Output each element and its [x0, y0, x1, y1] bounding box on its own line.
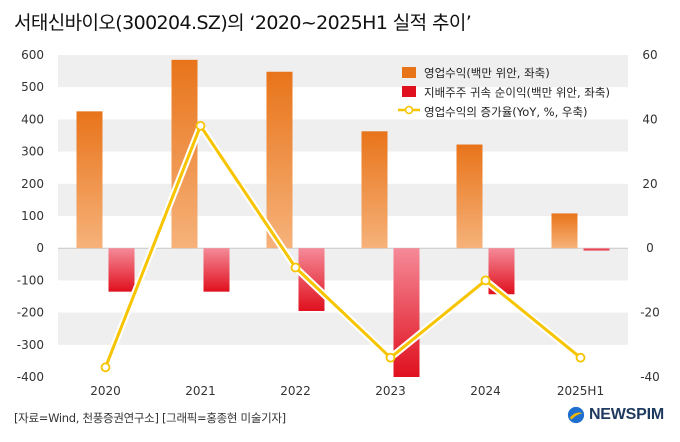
right-axis-ticks: 60 40 20 0 -20 -40: [640, 48, 660, 384]
net-profit-bar: [393, 248, 420, 377]
growth-line-layer: [100, 120, 586, 373]
net-profit-bar: [583, 248, 610, 251]
legend-swatch-profit: [402, 86, 416, 97]
left-tick-label: -300: [17, 338, 44, 352]
right-tick-label: -40: [640, 370, 660, 384]
x-tick-label: 2024: [470, 384, 501, 398]
left-tick-label: 0: [36, 241, 44, 255]
revenue-bar: [551, 213, 578, 249]
left-tick-label: 200: [21, 177, 44, 191]
x-tick-label: 2025H1: [557, 384, 604, 398]
left-axis-ticks: 600 500 400 300 200 100 0 -100 -200 -300 -400: [17, 48, 44, 384]
growth-point: [100, 362, 111, 373]
right-tick-label: 0: [646, 241, 654, 255]
legend-swatch-revenue: [402, 67, 416, 78]
legend-label: 영업수익(백만 위안, 좌축): [424, 66, 550, 80]
growth-line: [104, 124, 582, 368]
x-tick-label: 2023: [375, 384, 406, 398]
revenue-bar: [76, 111, 103, 249]
left-tick-label: 300: [21, 145, 44, 159]
growth-point: [575, 352, 586, 363]
growth-point: [385, 352, 396, 363]
logo-text: NEWSPIM: [588, 406, 664, 423]
legend-swatch-growth-point: [404, 105, 414, 115]
revenue-bar: [266, 71, 293, 249]
chart-title: 서태신바이오(300204.SZ)의 ‘2020~2025H1 실적 추이’: [14, 12, 472, 34]
x-tick-label: 2020: [90, 384, 121, 398]
x-tick-label: 2022: [280, 384, 311, 398]
right-tick-label: 20: [642, 177, 657, 191]
revenue-bar: [171, 59, 198, 249]
left-tick-label: 600: [21, 48, 44, 62]
left-tick-label: 100: [21, 209, 44, 223]
growth-point: [290, 262, 301, 273]
revenue-bar: [456, 144, 483, 249]
x-tick-label: 2021: [185, 384, 216, 398]
grid-band: [58, 119, 628, 152]
newspim-logo: NEWSPIM: [567, 406, 664, 424]
source-note: [자료=Wind, 천풍증권연구소] [그래픽=홍종현 미술기자]: [14, 411, 286, 425]
legend: 영업수익(백만 위안, 좌축) 지배주주 귀속 순이익(백만 위안, 좌축) 영업수…: [398, 66, 610, 119]
revenue-bar: [361, 131, 388, 249]
left-tick-label: -400: [17, 370, 44, 384]
right-tick-label: 60: [642, 48, 657, 62]
right-tick-label: -20: [640, 306, 660, 320]
grid-band: [58, 55, 628, 88]
grid-bands: [58, 55, 628, 345]
right-tick-label: 40: [642, 112, 657, 126]
x-axis-ticks: 2020 2021 2022 2023 2024 2025H1: [90, 384, 604, 398]
left-tick-label: -100: [17, 273, 44, 287]
legend-label: 영업수익의 증가율(YoY, %, 우축): [424, 105, 588, 119]
legend-label: 지배주주 귀속 순이익(백만 위안, 좌축): [424, 86, 610, 100]
net-profit-bar: [108, 248, 135, 292]
net-profit-bar: [203, 248, 230, 292]
newspim-logo-icon: [567, 406, 585, 424]
left-tick-label: 400: [21, 112, 44, 126]
left-tick-label: -200: [17, 306, 44, 320]
growth-point: [480, 275, 491, 286]
left-tick-label: 500: [21, 80, 44, 94]
growth-point: [195, 120, 206, 131]
grid-band: [58, 183, 628, 216]
